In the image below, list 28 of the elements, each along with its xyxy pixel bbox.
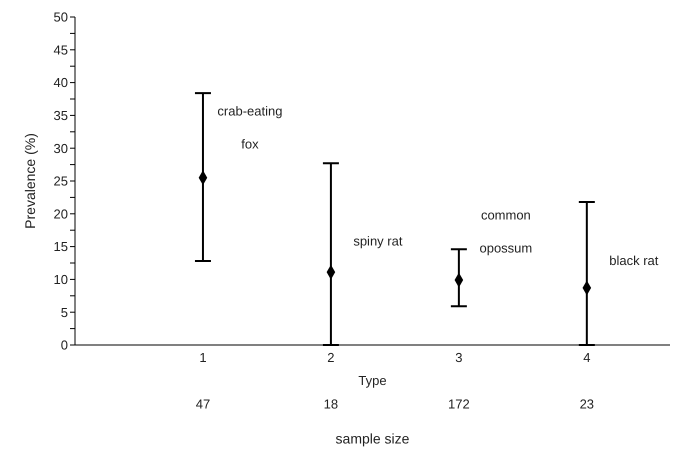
x-tick-label: 3 [455,350,462,366]
annotation: crab-eating [217,104,282,119]
x-tick-label: 4 [583,350,590,366]
text: 18 [324,396,338,412]
x-axis-title: Type [358,373,387,388]
annotation: opossum [479,240,532,256]
y-tick-label: 40 [54,75,68,90]
x-tick-label: 2 [327,350,335,366]
y-tick-label: 15 [54,239,68,254]
y-tick-label: 0 [60,338,68,353]
y-tick-label: 10 [54,272,68,288]
y-axis-title: Prevalence (%) [22,133,38,229]
text: 172 [448,396,470,412]
y-tick-label: 50 [54,10,68,25]
y-tick-label: 30 [54,140,68,156]
y-tick-label: 35 [54,108,68,124]
text: 23 [580,396,594,412]
annotation: fox [241,136,260,152]
x-tick-label: 1 [199,350,207,366]
y-tick-label: 25 [54,174,68,189]
y-tick-label: 45 [54,42,68,58]
y-tick-label: 5 [60,304,68,320]
text: sample size [336,430,410,447]
text: 47 [196,396,210,412]
annotation: black rat [609,253,659,268]
y-tick-label: 20 [54,206,68,222]
annotation: common [480,208,531,223]
annotation: spiny rat [353,233,403,248]
